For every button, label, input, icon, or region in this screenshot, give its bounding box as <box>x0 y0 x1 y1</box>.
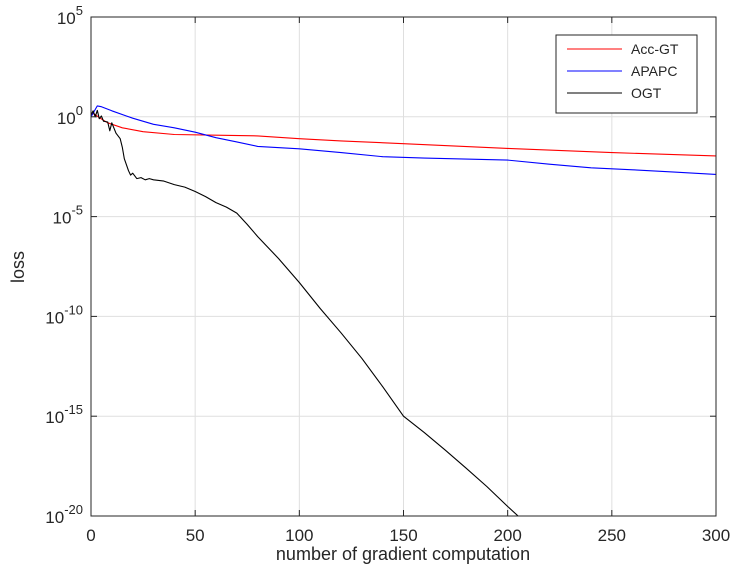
series-line-apapc <box>91 105 716 175</box>
y-axis-label: loss <box>8 251 28 283</box>
x-tick-labels: 0 50 100 150 200 250 300 <box>86 526 730 545</box>
x-tick-label: 100 <box>285 526 313 545</box>
series-lines <box>91 105 716 516</box>
series-line-ogt <box>91 109 716 516</box>
y-tick-label: 105 <box>57 3 83 28</box>
x-tick-label: 250 <box>598 526 626 545</box>
legend-label: Acc-GT <box>631 41 679 57</box>
y-tick-labels: 10-20 10-15 10-10 10-5 100 105 <box>45 3 83 527</box>
series-line-acc-gt <box>91 112 716 157</box>
legend-label: OGT <box>631 85 662 101</box>
x-tick-label: 50 <box>186 526 205 545</box>
x-tick-label: 150 <box>389 526 417 545</box>
y-tick-label: 10-15 <box>45 402 83 427</box>
x-tick-label: 0 <box>86 526 95 545</box>
y-tick-label: 10-20 <box>45 502 83 527</box>
x-axis-label: number of gradient computation <box>276 544 530 564</box>
legend-label: APAPC <box>631 63 677 79</box>
legend-box <box>555 34 698 114</box>
y-tick-label: 10-10 <box>45 302 83 327</box>
x-tick-label: 200 <box>493 526 521 545</box>
y-tick-label: 100 <box>57 103 83 128</box>
y-tick-label: 10-5 <box>53 203 83 228</box>
ticks <box>90 16 717 517</box>
legend: Acc-GT APAPC OGT <box>555 34 698 114</box>
x-tick-label: 300 <box>702 526 730 545</box>
